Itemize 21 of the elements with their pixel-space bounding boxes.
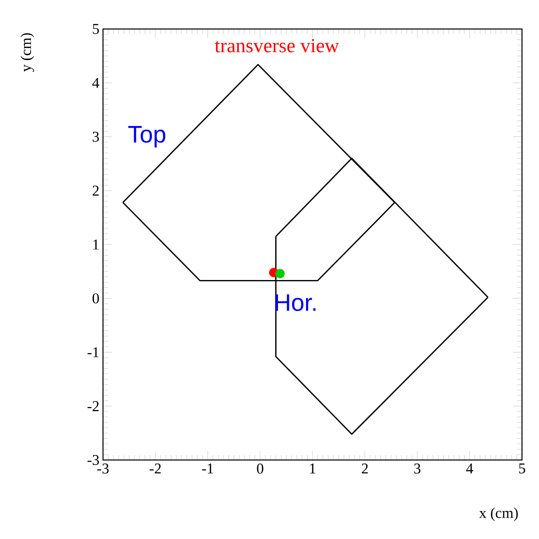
y-tick-label: 3 [92,132,99,142]
x-tick-label: 2 [362,464,368,474]
x-tick-label: -1 [202,464,214,474]
annotation: Top [128,126,166,148]
x-axis-title: x (cm) [479,508,518,522]
y-tick-label: 1 [93,240,99,250]
x-tick-label: -2 [150,464,161,474]
y-tick-label: 5 [92,24,99,34]
y-tick-label: 0 [92,293,99,304]
chart-title: transverse view [214,38,340,52]
x-tick-label: 5 [519,464,526,474]
x-tick-label: 1 [310,464,316,474]
y-tick-label: -3 [88,454,99,466]
y-tick-label: -2 [88,401,99,412]
x-tick-label: 3 [414,464,420,474]
x-tick-label: 0 [256,464,264,474]
y-tick-label: 4 [92,78,100,88]
y-tick-label: 2 [92,186,99,196]
y-tick-label: -1 [88,347,99,358]
y-axis-title: y (cm) [20,33,34,72]
x-tick-label: 4 [466,464,474,474]
